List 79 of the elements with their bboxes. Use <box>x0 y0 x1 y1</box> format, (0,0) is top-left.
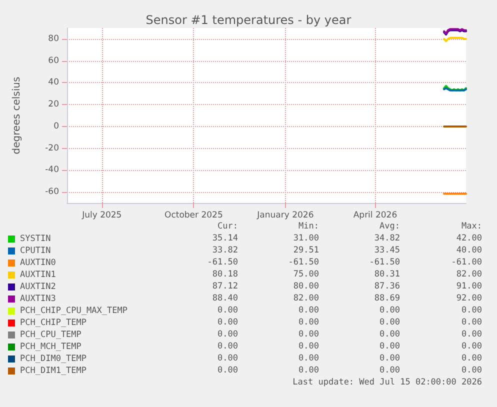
text: -61.50 <box>369 258 400 268</box>
text: 82.00 <box>456 270 482 280</box>
text: -61.00 <box>451 258 482 268</box>
text: 87.12 <box>212 282 238 292</box>
legend-label: PCH_CHIP_CPU_MAX_TEMP <box>20 306 128 316</box>
legend-label: AUXTIN0 <box>20 258 56 268</box>
text: 92.00 <box>456 294 482 304</box>
y-tick-label: -40 <box>45 165 59 176</box>
text: Cur: <box>218 222 238 232</box>
text: 29.51 <box>293 246 319 256</box>
text: 0.00 <box>380 306 400 316</box>
text: 82.00 <box>293 294 319 304</box>
chart-title: Sensor #1 temperatures - by year <box>146 13 352 27</box>
text: -61.50 <box>288 258 319 268</box>
text: 0.00 <box>462 354 482 364</box>
text: 40.00 <box>456 246 482 256</box>
legend-label: PCH_CPU_TEMP <box>20 330 82 340</box>
legend-label: PCH_CHIP_TEMP <box>20 318 87 328</box>
text: 0.00 <box>380 342 400 352</box>
y-tick-label: -60 <box>45 187 59 198</box>
text: 34.82 <box>374 234 400 244</box>
legend-label: AUXTIN1 <box>20 270 56 280</box>
text: 0.00 <box>218 318 238 328</box>
text: 31.00 <box>293 234 319 244</box>
text: 88.40 <box>212 294 238 304</box>
text: Max: <box>462 222 482 232</box>
text: 0.00 <box>380 354 400 364</box>
y-tick-label: 20 <box>48 100 59 110</box>
x-tick-label: July 2025 <box>81 210 122 220</box>
legend-label: PCH_DIM0_TEMP <box>20 354 87 364</box>
text: 0.00 <box>218 366 238 376</box>
y-axis-title: degrees celsius <box>12 76 22 154</box>
text: 0.00 <box>298 330 319 340</box>
text: 0.00 <box>298 318 319 328</box>
text: 0.00 <box>298 354 319 364</box>
text: 0.00 <box>298 342 319 352</box>
text: 91.00 <box>456 282 482 292</box>
x-tick-label: January 2026 <box>256 210 314 220</box>
text: 33.82 <box>212 246 238 256</box>
legend-label: PCH_MCH_TEMP <box>20 342 82 352</box>
text: 80.31 <box>374 270 400 280</box>
text: 0.00 <box>218 330 238 340</box>
text: Avg: <box>380 222 400 232</box>
text: 33.45 <box>374 246 400 256</box>
legend-label: AUXTIN3 <box>20 294 56 304</box>
text: 35.14 <box>212 234 238 244</box>
text: 75.00 <box>293 270 319 280</box>
text: 0.00 <box>462 330 482 340</box>
y-tick-label: 0 <box>54 121 59 132</box>
text: 0.00 <box>462 342 482 352</box>
text: 0.00 <box>462 306 482 316</box>
y-tick-label: 60 <box>48 56 59 66</box>
text: 0.00 <box>380 366 400 376</box>
text: Min: <box>298 222 319 232</box>
text: 0.00 <box>380 318 400 328</box>
legend-label: PCH_DIM1_TEMP <box>20 366 87 376</box>
legend-label: CPUTIN <box>20 246 51 256</box>
text: 0.00 <box>462 366 482 376</box>
text: 87.36 <box>374 282 400 292</box>
x-tick-label: April 2026 <box>353 210 398 220</box>
text: 0.00 <box>380 330 400 340</box>
legend-label: AUXTIN2 <box>20 282 56 292</box>
y-tick-label: 80 <box>48 34 59 44</box>
text: 0.00 <box>218 306 238 316</box>
text: 0.00 <box>218 342 238 352</box>
text: 0.00 <box>218 354 238 364</box>
text: 80.00 <box>293 282 319 292</box>
legend-label: SYSTIN <box>20 234 51 244</box>
text: -61.50 <box>207 258 238 268</box>
x-tick-label: October 2025 <box>164 210 223 220</box>
text: 0.00 <box>298 306 319 316</box>
text: Last update: Wed Jul 15 02:00:00 2026 <box>292 378 482 388</box>
text: 42.00 <box>456 234 482 244</box>
text: 80.18 <box>212 270 238 280</box>
text: 0.00 <box>462 318 482 328</box>
y-tick-label: 40 <box>48 78 59 88</box>
y-tick-label: -20 <box>45 143 59 154</box>
text: 88.69 <box>374 294 400 304</box>
text: 0.00 <box>298 366 319 376</box>
